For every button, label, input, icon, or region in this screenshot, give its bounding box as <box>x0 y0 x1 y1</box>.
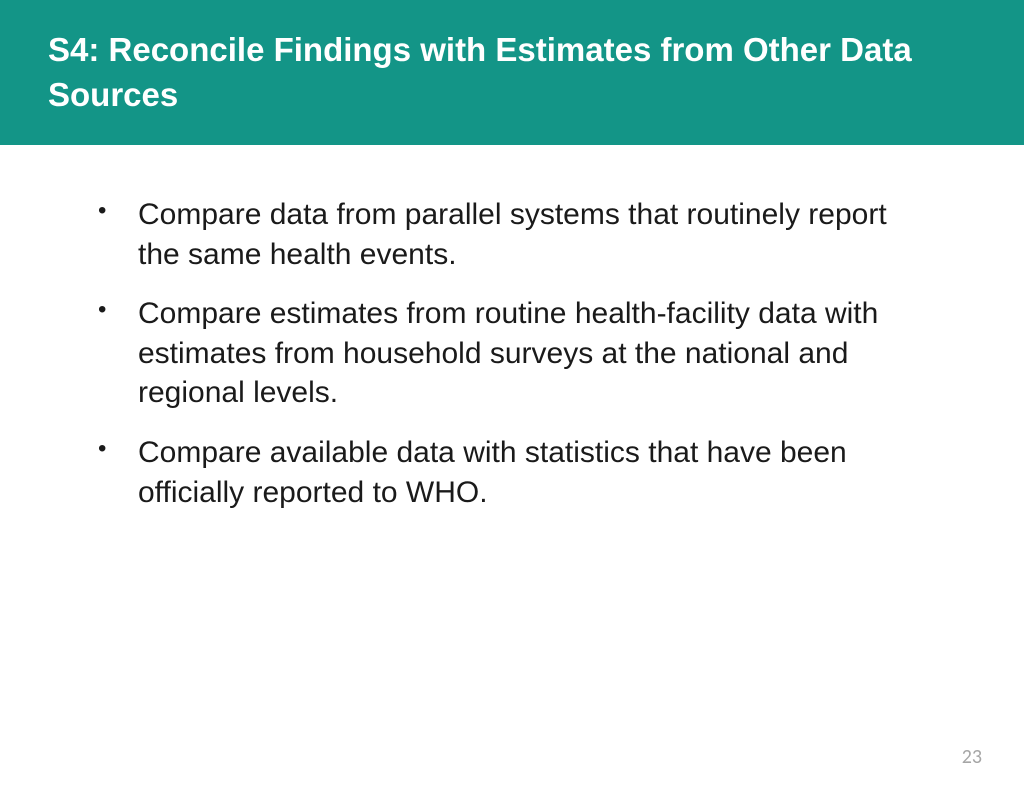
bullet-list: Compare data from parallel systems that … <box>90 195 934 512</box>
page-number: 23 <box>962 745 982 769</box>
slide-title: S4: Reconcile Findings with Estimates fr… <box>48 28 976 117</box>
bullet-item: Compare data from parallel systems that … <box>90 195 934 274</box>
bullet-item: Compare estimates from routine health-fa… <box>90 294 934 413</box>
slide-content: Compare data from parallel systems that … <box>0 145 1024 512</box>
slide-header: S4: Reconcile Findings with Estimates fr… <box>0 0 1024 145</box>
bullet-item: Compare available data with statistics t… <box>90 433 934 512</box>
